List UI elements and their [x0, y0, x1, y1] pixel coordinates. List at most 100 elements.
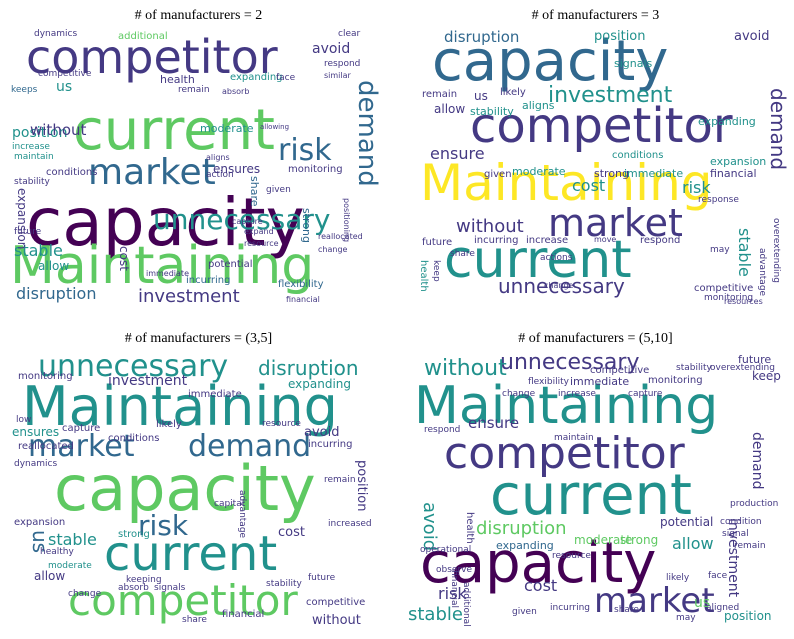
word: low [16, 415, 32, 425]
panel-title-4: # of manufacturers = (5,10] [518, 331, 673, 346]
word: additional [461, 582, 471, 627]
word: strong [594, 167, 630, 180]
word: future [738, 353, 772, 366]
word: share [182, 615, 207, 625]
word: market [594, 581, 715, 621]
word: financial [449, 570, 459, 609]
word: without [312, 613, 361, 628]
word: aligns [522, 99, 555, 112]
word: us [694, 595, 711, 611]
word: change [544, 281, 574, 290]
word: signal [722, 529, 749, 539]
word: face [708, 571, 728, 581]
word: avoid [734, 29, 770, 44]
word: absorb [118, 583, 149, 593]
word: expansion [14, 517, 66, 528]
word: market [28, 429, 135, 464]
word: signals [614, 57, 653, 70]
word: resource [244, 239, 279, 248]
word: disruption [258, 356, 359, 380]
word: share [614, 605, 639, 615]
word: us [474, 89, 488, 103]
word: financial [286, 295, 320, 304]
word: unnecessary [38, 350, 229, 384]
word: moderate [200, 122, 254, 135]
word: respond [324, 59, 361, 69]
word: demand [766, 88, 788, 171]
word: change [502, 389, 536, 399]
word: may [676, 613, 696, 623]
word: competitive [38, 69, 92, 79]
word: avoid [419, 502, 440, 552]
word: reallocated [318, 232, 363, 241]
word: clear [338, 29, 361, 39]
word: maintain [14, 152, 54, 162]
word: keeps [11, 85, 38, 95]
word: dynamics [34, 29, 78, 39]
word: resource [262, 419, 301, 429]
word: stable [48, 530, 97, 549]
word: stable [14, 241, 63, 260]
word: capture [628, 389, 663, 399]
word: keeping [126, 575, 162, 585]
word: healthy [40, 547, 74, 557]
word: aligned [706, 603, 740, 613]
word: competitive [694, 283, 754, 294]
word: may [710, 245, 730, 255]
word: stability [266, 579, 302, 589]
word: current [490, 463, 693, 528]
word: cost [117, 246, 131, 271]
word: dynamics [14, 459, 58, 469]
word: strong [620, 533, 659, 547]
word: response [698, 195, 739, 205]
word: actions [540, 253, 573, 263]
word: position [594, 29, 646, 44]
word: stability [470, 105, 514, 118]
word: incurring [308, 439, 353, 450]
word: action [206, 170, 234, 180]
word: keep [431, 260, 441, 282]
word: financial [710, 167, 757, 180]
word: market [548, 201, 683, 245]
word: share [248, 176, 261, 207]
word: move [594, 235, 617, 244]
word: competitor [26, 30, 278, 84]
word: ensure [468, 414, 520, 432]
word: risk [138, 509, 189, 542]
word: health [464, 512, 475, 544]
word-cloud-panel-3: capacity Maintaining current competitor … [8, 350, 392, 630]
word: moderate [48, 561, 92, 571]
word: conditions [46, 167, 98, 178]
word: risk [278, 133, 332, 168]
word: expanding [288, 377, 352, 391]
word: future [14, 227, 42, 237]
word: increase [526, 235, 569, 246]
word: respond [640, 235, 681, 246]
word: demand [188, 429, 312, 464]
word: given [484, 169, 512, 180]
word: without [424, 356, 507, 381]
word: risk [682, 178, 711, 197]
word: remain [178, 85, 210, 95]
word: advantage [237, 490, 247, 539]
word: given [512, 607, 537, 617]
word: change [318, 245, 348, 254]
word: positioning [342, 198, 351, 243]
word: expanding [230, 72, 283, 83]
word: position [12, 125, 68, 141]
word: keep [752, 369, 781, 383]
word: observe [436, 565, 473, 575]
word: immediate [146, 269, 189, 278]
word: disruption [16, 284, 97, 303]
word: respond [424, 425, 461, 435]
word: expansion [710, 155, 767, 168]
word: competitor [470, 98, 733, 154]
word: aligns [206, 153, 230, 162]
word: competitive [306, 597, 366, 608]
word: flexibility [528, 377, 569, 387]
word: advantage [757, 248, 767, 297]
word: resource [552, 551, 591, 561]
word: likely [156, 419, 182, 430]
word: market [88, 152, 216, 193]
word: moderate [574, 533, 633, 547]
